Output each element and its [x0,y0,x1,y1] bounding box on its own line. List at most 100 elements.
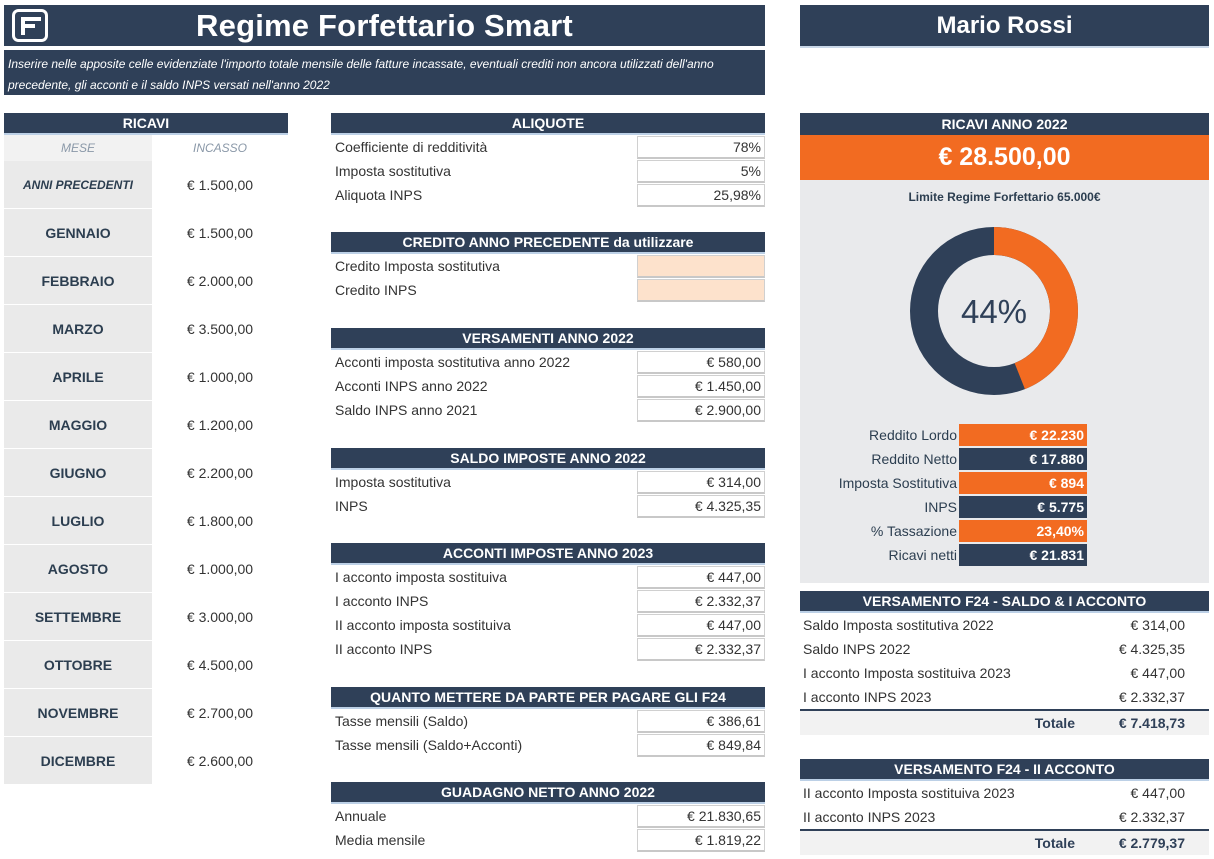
aliquote-row: Aliquota INPS 25,98% [331,183,765,207]
aliquote-title: ALIQUOTE [331,113,765,135]
row-label: Coefficiente di redditività [335,139,488,155]
row-label: Saldo INPS anno 2021 [335,402,478,418]
quanto-row: Tasse mensili (Saldo) € 386,61 [331,709,765,733]
f24-saldo-rows: Saldo Imposta sostitutiva 2022 € 314,00 Sa… [800,613,1209,709]
row-label: II acconto Imposta sostituiva 2023 [803,785,1015,801]
column-header-amount: INCASSO [192,141,247,155]
acconti-row: I acconto INPS € 2.332,37 [331,589,765,613]
value-cell[interactable]: € 447,00 [637,613,765,637]
month-amount-cell[interactable]: € 1.500,00 [186,225,254,241]
month-amount-cell[interactable]: € 1.000,00 [186,369,254,385]
acconti-section: ACCONTI IMPOSTE ANNO 2023 I acconto impo… [331,543,765,661]
kpi-row: Imposta Sostitutiva € 894 [800,472,1209,494]
acconti-row: II acconto imposta sostituiva € 447,00 [331,613,765,637]
month-amount-cell[interactable]: € 2.600,00 [186,753,254,769]
guadagno-title: GUADAGNO NETTO ANNO 2022 [331,782,765,804]
month-amount-cell[interactable]: € 3.500,00 [186,321,254,337]
aliquote-row: Imposta sostitutiva 5% [331,159,765,183]
aliquote-row: Coefficiente di redditività 78% [331,135,765,159]
month-amount-cell[interactable]: € 2.200,00 [186,465,254,481]
input-cell[interactable] [637,278,765,302]
f24-acconto-title: VERSAMENTO F24 - II ACCONTO [800,759,1209,781]
month-amount-cell[interactable]: € 2.000,00 [186,273,254,289]
total-value: € 7.418,73 [1118,715,1185,731]
kpi-label: Imposta Sostitutiva [838,475,957,491]
value-cell[interactable]: € 2.332,37 [637,589,765,613]
input-cell[interactable] [637,254,765,278]
saldo-row: Imposta sostitutiva € 314,00 [331,470,765,494]
value-cell[interactable]: € 849,84 [637,733,765,757]
value-cell[interactable]: 5% [637,159,765,183]
month-amount-cell[interactable]: € 4.500,00 [186,657,254,673]
row-label: I acconto Imposta sostituiva 2023 [803,665,1011,681]
month-row: LUGLIO € 1.800,00 [4,497,288,545]
month-amount-cell[interactable]: € 3.000,00 [186,609,254,625]
month-amount-cell[interactable]: € 1.000,00 [186,561,254,577]
row-label: II acconto imposta sostituiva [335,617,511,633]
value-cell[interactable]: 78% [637,135,765,159]
row-label: Tasse mensili (Saldo+Acconti) [335,737,523,753]
kpi-row: Ricavi netti € 21.831 [800,544,1209,566]
row-value: € 447,00 [1130,665,1186,681]
month-row: ANNI PRECEDENTI € 1.500,00 [4,161,288,209]
f24-acconto-rows: II acconto Imposta sostituiva 2023 € 447,… [800,781,1209,829]
value-cell[interactable]: € 2.900,00 [637,398,765,422]
value-cell[interactable]: € 314,00 [637,470,765,494]
value-cell[interactable]: € 21.830,65 [637,804,765,828]
row-label: Media mensile [335,832,426,848]
row-label: Acconti INPS anno 2022 [335,378,488,394]
f24-saldo-section: VERSAMENTO F24 - SALDO & I ACCONTO Saldo… [800,591,1209,735]
row-value: € 4.325,35 [1118,641,1185,657]
instructions-text: Inserire nelle apposite celle evidenziat… [4,48,765,95]
row-value: € 2.332,37 [1118,689,1185,705]
ricavi-title: RICAVI [4,113,288,135]
value-cell[interactable]: € 1.450,00 [637,374,765,398]
value-cell[interactable]: € 447,00 [637,565,765,589]
row-value: € 314,00 [1130,617,1186,633]
quanto-section: QUANTO METTERE DA PARTE PER PAGARE GLI F… [331,687,765,757]
acconti-title: ACCONTI IMPOSTE ANNO 2023 [331,543,765,565]
month-row: SETTEMBRE € 3.000,00 [4,593,288,641]
saldo-title: SALDO IMPOSTE ANNO 2022 [331,448,765,470]
versamenti-row: Acconti imposta sostitutiva anno 2022 € 5… [331,350,765,374]
month-label: DICEMBRE [4,737,152,785]
guadagno-row: Media mensile € 1.819,22 [331,828,765,852]
month-row: GIUGNO € 2.200,00 [4,449,288,497]
value-cell[interactable]: € 1.819,22 [637,828,765,852]
value-cell[interactable]: € 386,61 [637,709,765,733]
kpi-label: Ricavi netti [888,547,957,563]
saldo-row: INPS € 4.325,35 [331,494,765,518]
month-amount-cell[interactable]: € 1.800,00 [186,513,254,529]
total-value: € 2.779,37 [1118,835,1185,851]
value-cell[interactable]: 25,98% [637,183,765,207]
month-amount-cell[interactable]: € 2.700,00 [186,705,254,721]
row-label: Imposta sostitutiva [335,474,451,490]
column-header-month: MESE [4,135,152,161]
kpi-value: € 22.230 [959,424,1087,446]
summary-title: RICAVI ANNO 2022 [800,113,1209,135]
value-cell[interactable]: € 4.325,35 [637,494,765,518]
kpi-value: € 21.831 [959,544,1087,566]
credito-rows: Credito Imposta sostitutiva Credito INPS [331,254,765,302]
versamenti-rows: Acconti imposta sostitutiva anno 2022 € 5… [331,350,765,422]
row-label: Credito INPS [335,282,417,298]
versamenti-row: Saldo INPS anno 2021 € 2.900,00 [331,398,765,422]
row-label: Tasse mensili (Saldo) [335,713,469,729]
versamenti-section: VERSAMENTI ANNO 2022 Acconti imposta sos… [331,328,765,422]
month-row: OTTOBRE € 4.500,00 [4,641,288,689]
page-title: Regime Forfettario Smart [196,7,573,43]
quanto-row: Tasse mensili (Saldo+Acconti) € 849,84 [331,733,765,757]
acconti-row: II acconto INPS € 2.332,37 [331,637,765,661]
saldo-section: SALDO IMPOSTE ANNO 2022 Imposta sostitut… [331,448,765,518]
kpi-value: € 5.775 [959,496,1087,518]
value-cell[interactable]: € 580,00 [637,350,765,374]
ricavi-rows: ANNI PRECEDENTI € 1.500,00 GENNAIO € 1.500,… [4,161,288,785]
value-cell[interactable]: € 2.332,37 [637,637,765,661]
month-label: GENNAIO [4,209,152,257]
credito-row: Credito Imposta sostitutiva [331,254,765,278]
row-label: I acconto INPS 2023 [803,689,932,705]
ricavi-table: RICAVI MESE INCASSO ANNI PRECEDENTI € 1.5… [4,113,288,785]
month-amount-cell[interactable]: € 1.200,00 [186,417,254,433]
month-amount-cell[interactable]: € 1.500,00 [186,177,254,193]
f24-acconto-row: II acconto Imposta sostituiva 2023 € 447,… [800,781,1209,805]
